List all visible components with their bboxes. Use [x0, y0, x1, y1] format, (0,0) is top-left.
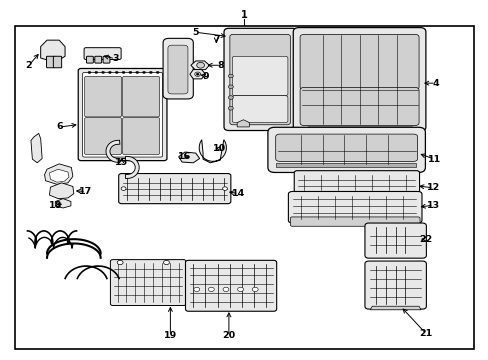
FancyBboxPatch shape: [163, 39, 193, 99]
FancyBboxPatch shape: [84, 48, 121, 59]
FancyBboxPatch shape: [288, 192, 421, 223]
Circle shape: [196, 73, 199, 75]
FancyBboxPatch shape: [224, 28, 297, 131]
Text: 14: 14: [231, 189, 245, 198]
FancyBboxPatch shape: [167, 45, 187, 94]
Polygon shape: [276, 163, 415, 167]
Text: 13: 13: [426, 201, 439, 210]
Polygon shape: [49, 169, 69, 182]
Text: 15: 15: [115, 158, 128, 167]
Text: 18: 18: [48, 201, 62, 210]
Text: 9: 9: [202, 72, 208, 81]
Circle shape: [208, 287, 214, 292]
FancyBboxPatch shape: [46, 56, 55, 68]
Circle shape: [228, 107, 233, 110]
Polygon shape: [55, 199, 71, 208]
Circle shape: [156, 71, 159, 73]
Text: 19: 19: [163, 332, 177, 341]
Text: 22: 22: [418, 235, 431, 244]
FancyBboxPatch shape: [294, 171, 419, 194]
Text: 12: 12: [426, 183, 439, 192]
Text: 16: 16: [178, 152, 191, 161]
FancyBboxPatch shape: [364, 223, 426, 258]
Text: 8: 8: [217, 61, 224, 70]
Circle shape: [149, 71, 152, 73]
FancyBboxPatch shape: [122, 76, 159, 117]
Polygon shape: [44, 164, 73, 184]
Text: 1: 1: [241, 10, 247, 20]
Circle shape: [237, 287, 243, 292]
Circle shape: [193, 287, 199, 292]
FancyBboxPatch shape: [86, 56, 93, 63]
Polygon shape: [49, 183, 74, 199]
Text: 5: 5: [192, 28, 199, 37]
Text: 21: 21: [418, 329, 431, 338]
Circle shape: [252, 287, 258, 292]
Circle shape: [121, 187, 126, 190]
Circle shape: [223, 287, 228, 292]
Circle shape: [222, 187, 227, 190]
Polygon shape: [189, 69, 205, 79]
Circle shape: [108, 71, 111, 73]
Polygon shape: [190, 61, 209, 70]
FancyBboxPatch shape: [267, 127, 425, 172]
FancyBboxPatch shape: [300, 87, 418, 126]
FancyBboxPatch shape: [290, 217, 419, 226]
FancyBboxPatch shape: [300, 35, 418, 90]
FancyBboxPatch shape: [53, 56, 61, 68]
FancyBboxPatch shape: [95, 56, 102, 63]
Circle shape: [117, 260, 123, 265]
Circle shape: [194, 72, 200, 76]
Circle shape: [228, 74, 233, 78]
Text: 4: 4: [431, 79, 438, 88]
Circle shape: [196, 62, 204, 68]
Polygon shape: [41, 40, 65, 60]
Polygon shape: [369, 306, 420, 310]
Polygon shape: [31, 134, 42, 163]
FancyBboxPatch shape: [110, 260, 185, 306]
Polygon shape: [199, 140, 226, 163]
FancyBboxPatch shape: [232, 56, 287, 96]
FancyBboxPatch shape: [275, 134, 417, 161]
FancyBboxPatch shape: [229, 35, 290, 125]
Text: 20: 20: [222, 332, 235, 341]
Text: 7: 7: [212, 35, 219, 44]
Circle shape: [136, 71, 139, 73]
FancyBboxPatch shape: [185, 260, 276, 311]
FancyBboxPatch shape: [119, 174, 230, 204]
FancyBboxPatch shape: [84, 118, 122, 154]
FancyBboxPatch shape: [364, 261, 426, 309]
FancyBboxPatch shape: [84, 76, 122, 117]
Circle shape: [228, 85, 233, 89]
FancyBboxPatch shape: [122, 118, 159, 154]
Circle shape: [129, 71, 132, 73]
Polygon shape: [237, 120, 249, 127]
Circle shape: [228, 96, 233, 99]
Circle shape: [95, 71, 98, 73]
FancyBboxPatch shape: [293, 28, 425, 131]
FancyBboxPatch shape: [82, 72, 162, 157]
Text: 6: 6: [57, 122, 63, 131]
Circle shape: [163, 260, 169, 265]
Circle shape: [88, 71, 91, 73]
FancyBboxPatch shape: [78, 68, 166, 161]
Text: 11: 11: [427, 155, 440, 164]
Circle shape: [122, 71, 125, 73]
FancyBboxPatch shape: [103, 56, 110, 63]
FancyBboxPatch shape: [232, 96, 287, 123]
Text: 10: 10: [212, 144, 225, 153]
Circle shape: [142, 71, 145, 73]
Text: 17: 17: [79, 187, 92, 196]
Circle shape: [102, 71, 104, 73]
Polygon shape: [307, 127, 412, 132]
Circle shape: [115, 71, 118, 73]
Text: 3: 3: [112, 54, 118, 63]
Polygon shape: [178, 152, 199, 163]
Text: 2: 2: [25, 61, 32, 70]
